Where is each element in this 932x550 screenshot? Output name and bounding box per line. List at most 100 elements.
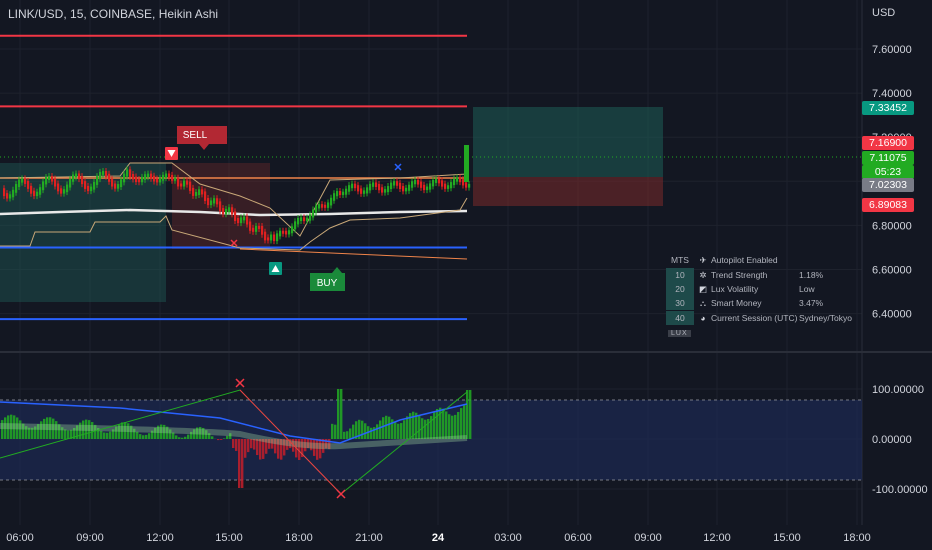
osc-bar [352, 424, 355, 439]
osc-signal [0, 401, 468, 444]
osc-bar [103, 432, 106, 439]
candle-body [117, 184, 120, 189]
osc-bar [10, 414, 13, 439]
candle-body [12, 189, 15, 198]
candle-body [159, 177, 162, 183]
osc-bar [238, 439, 241, 488]
candle-body [270, 234, 273, 241]
time-tick-label: 18:00 [285, 532, 313, 544]
candle-body [444, 183, 447, 189]
osc-bar [37, 424, 40, 439]
price-tag: 7.16900 [862, 136, 914, 150]
candle-body [453, 178, 456, 186]
osc-bar [370, 427, 373, 439]
osc-bar [229, 433, 232, 439]
osc-bar [64, 429, 67, 439]
osc-bar [307, 439, 310, 449]
candle-body [72, 174, 75, 182]
candle-body [147, 173, 150, 178]
currency-label[interactable]: USD [872, 7, 896, 19]
candle-body [249, 221, 252, 231]
buy-label-box [310, 267, 345, 291]
osc-bar [34, 426, 37, 439]
trend-strength-value: 1.18% [799, 270, 824, 280]
candle-body [384, 189, 387, 193]
candle-body [321, 204, 324, 208]
time-tick-label: 09:00 [634, 532, 662, 544]
osc-bar [340, 389, 343, 439]
time-tick-label: 24 [432, 532, 445, 544]
candle-body [126, 169, 129, 177]
osc-bar [151, 430, 154, 439]
candle-body [264, 231, 267, 241]
osc-bar [388, 416, 391, 439]
osc-tick-label: -100.00000 [872, 484, 928, 496]
candle-body [132, 174, 135, 180]
price-tag: 05:23 [862, 165, 914, 179]
osc-bar [58, 424, 61, 439]
candle-body [168, 173, 171, 178]
candle-body [36, 191, 39, 197]
osc-bar [301, 439, 304, 458]
candle-body [66, 184, 69, 193]
candle-body [120, 179, 123, 188]
candle-body [303, 217, 306, 222]
candle-body [141, 176, 144, 183]
candle-body [441, 180, 444, 187]
candle-body [48, 175, 51, 181]
candle-body [6, 193, 9, 199]
candle-body [366, 187, 369, 194]
candle-body [60, 188, 63, 194]
time-tick-label: 12:00 [146, 532, 174, 544]
volatility-icon: ◩ [698, 284, 708, 294]
osc-bar [115, 426, 118, 439]
candle-body [153, 175, 156, 182]
price-tag: 6.89083 [862, 198, 914, 212]
price-tag: 7.11075 [862, 151, 914, 165]
candle-body [51, 175, 54, 182]
candle-body [192, 187, 195, 196]
osc-bar [436, 408, 439, 439]
candle-body [165, 173, 168, 178]
candle-body [234, 211, 237, 221]
osc-bar [148, 433, 151, 439]
osc-bar [145, 434, 148, 439]
osc-bar [304, 439, 307, 452]
osc-bar [277, 439, 280, 459]
osc-bar [235, 439, 238, 451]
candle-body [468, 183, 471, 188]
candle-body [33, 190, 36, 197]
osc-bar [175, 435, 178, 439]
osc-bar [67, 430, 70, 439]
candle-body [399, 182, 402, 190]
candle-body [177, 177, 180, 187]
symbol-title[interactable]: LINK/USD, 15, COINBASE, Heikin Ashi [8, 7, 219, 21]
candle-body [261, 225, 264, 235]
oscillator-pane [0, 378, 862, 499]
candle-body [462, 179, 465, 186]
osc-bar [169, 429, 172, 439]
osc-bar [364, 423, 367, 439]
osc-bar [28, 427, 31, 439]
osc-bar [226, 435, 229, 439]
candle-body [315, 205, 318, 213]
candle-body [174, 177, 177, 181]
candle-body [267, 237, 270, 241]
candle-body [18, 179, 21, 188]
candle-body [312, 209, 315, 218]
osc-bar [139, 434, 142, 439]
osc-bar [202, 427, 205, 439]
osc-bar [40, 421, 43, 439]
osc-bar [253, 439, 256, 450]
osc-bar [334, 424, 337, 439]
smart-money-label: Smart Money [711, 298, 762, 308]
osc-bar [61, 427, 64, 439]
osc-bar [31, 427, 34, 439]
osc-bar [232, 439, 235, 449]
candle-body [375, 182, 378, 187]
candle-body [276, 233, 279, 242]
candle-body [204, 191, 207, 202]
osc-bar [280, 439, 283, 460]
candle-body [252, 227, 255, 232]
